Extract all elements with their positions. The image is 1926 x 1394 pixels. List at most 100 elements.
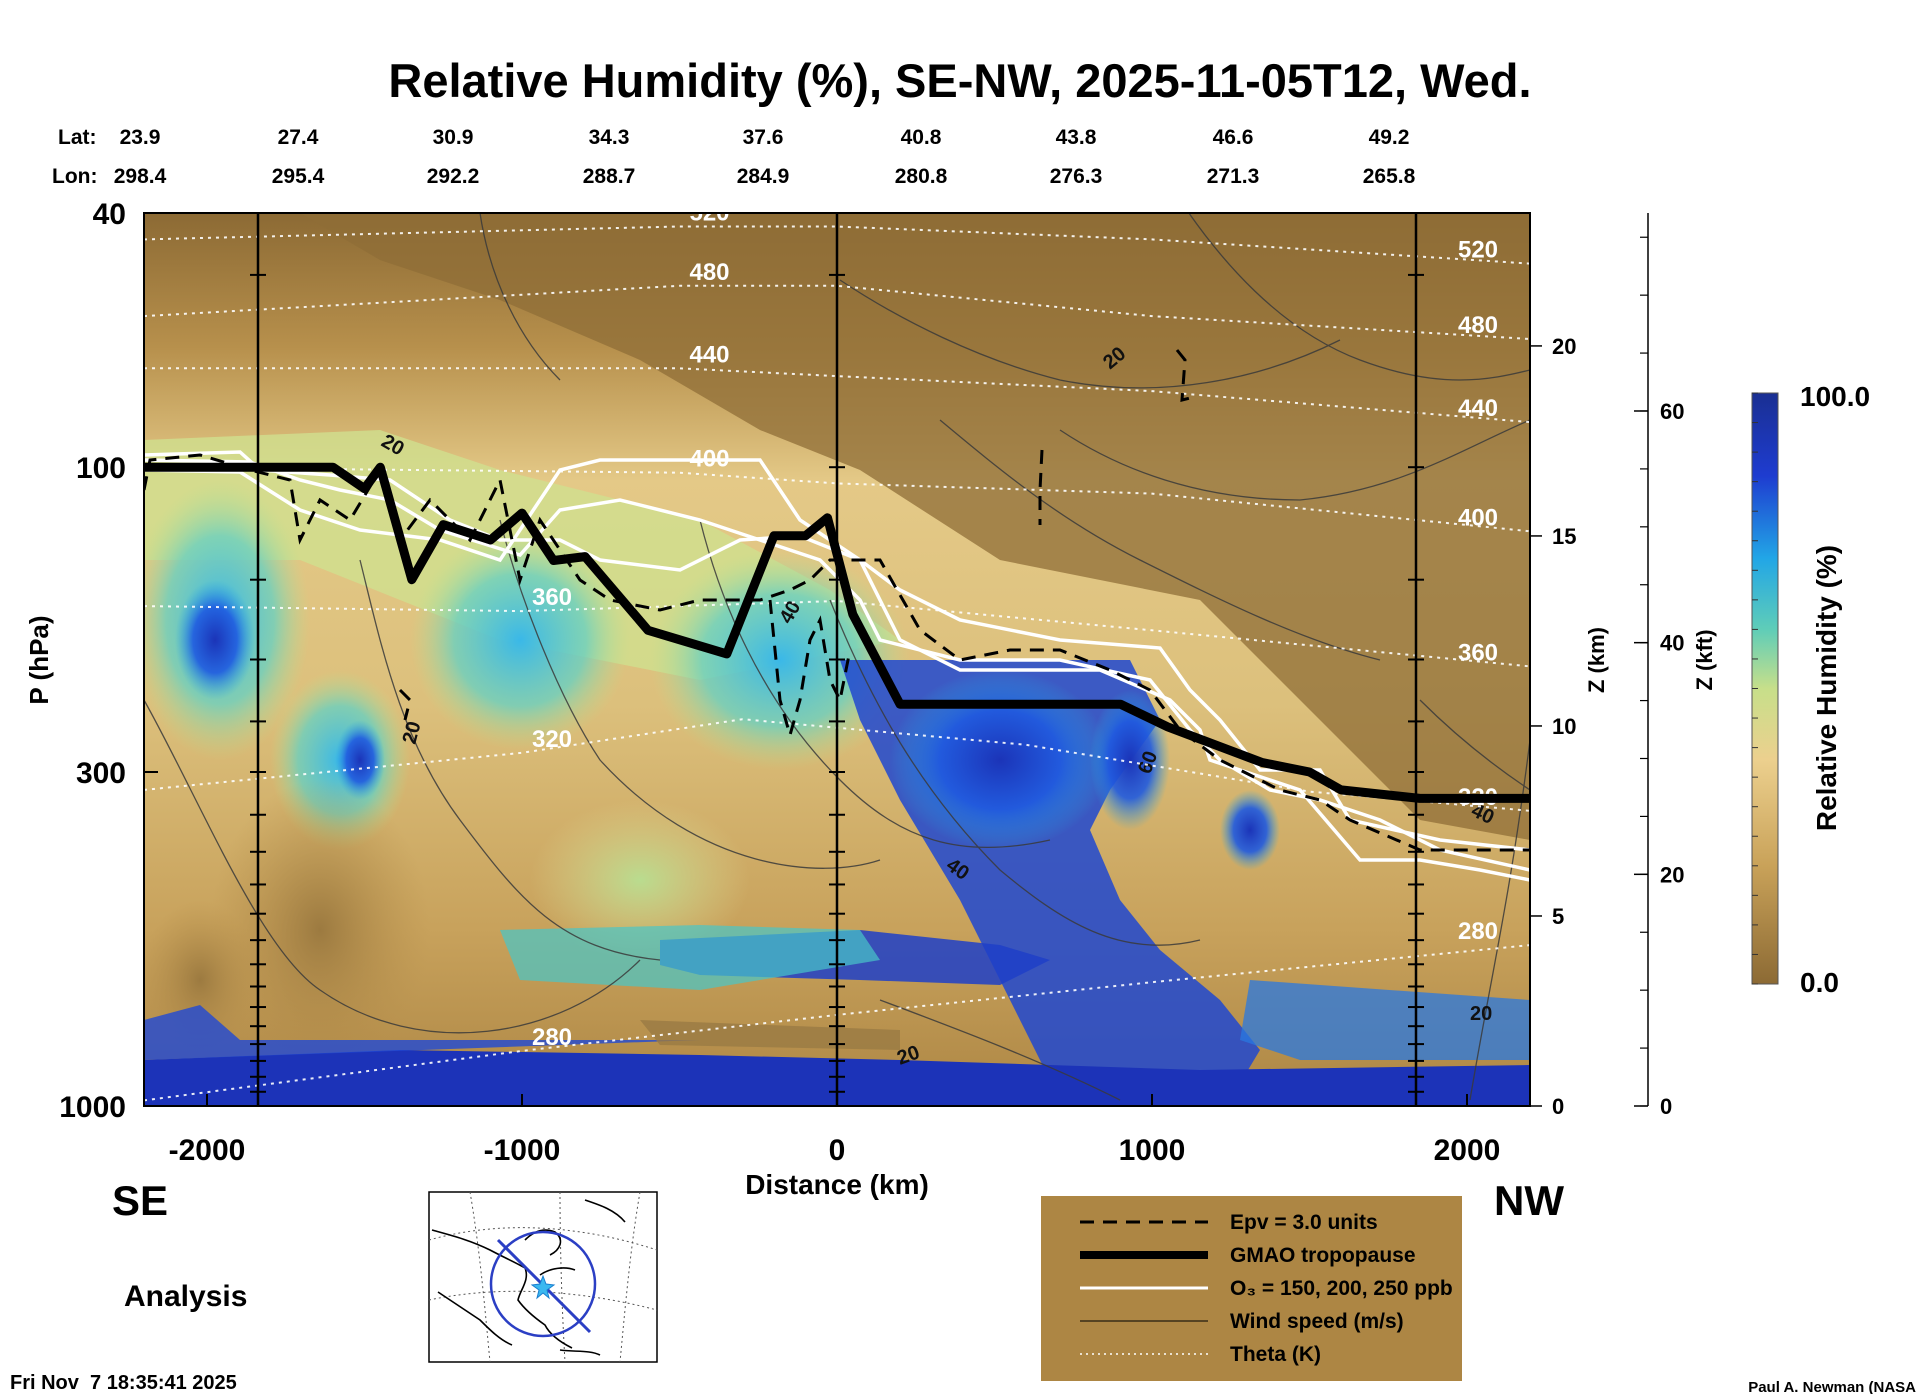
wind-contour [939, 419, 1381, 661]
dry-band-low [640, 1020, 900, 1050]
z-kft-tick-label: 0 [1660, 1094, 1672, 1119]
wind-contour [1188, 213, 1530, 381]
plot-area: 20 20 20 20 20 40 40 40 60 5205204804804… [144, 200, 1530, 1106]
chart-title: Relative Humidity (%), SE-NW, 2025-11-05… [388, 54, 1531, 107]
theta-contour-label: 480 [1458, 312, 1498, 339]
theta-contour [144, 284, 1530, 340]
z-kft-tick-label: 60 [1660, 399, 1684, 424]
graticule-line [469, 1191, 491, 1363]
wind-contour [1059, 419, 1530, 501]
dry-region-upper-right [300, 213, 1530, 840]
direction-nw: NW [1494, 1177, 1564, 1224]
x-tick-label: -1000 [484, 1134, 561, 1167]
z-kft-tick-label: 40 [1660, 631, 1684, 656]
x-axis: -2000 -1000 0 1000 2000 [169, 1094, 1501, 1167]
epv-contour [1175, 349, 1191, 402]
moist-blob [530, 800, 750, 960]
wind-contour [144, 699, 641, 1034]
z-km-axis: 0 5 10 15 20 [1530, 334, 1576, 1119]
moist-blob [1220, 790, 1280, 870]
lat-value: 49.2 [1369, 126, 1410, 149]
colorbar-label: Relative Humidity (%) [1811, 545, 1842, 831]
lat-value: 37.6 [743, 126, 784, 149]
legend-label: Epv = 3.0 units [1230, 1211, 1378, 1234]
z-kft-axis: 0 20 40 60 [1634, 213, 1684, 1119]
lat-value: 30.9 [433, 126, 474, 149]
z-kft-tick-label: 20 [1660, 862, 1684, 887]
legend: Epv = 3.0 units GMAO tropopause O₃ = 150, … [1080, 1211, 1453, 1366]
wind-contour-label: 20 [1470, 1003, 1492, 1025]
x-axis-label: Distance (km) [745, 1169, 929, 1200]
x-tick-label: 2000 [1434, 1134, 1501, 1167]
theta-contour-label: 480 [689, 259, 729, 286]
credit: Paul A. Newman (NASA [1748, 1379, 1916, 1394]
direction-se: SE [112, 1177, 168, 1224]
moist-band-right [1240, 980, 1530, 1060]
gmao-tropopause-line [144, 462, 1530, 803]
moist-blob [1090, 690, 1170, 830]
wind-contour [699, 519, 1051, 849]
z-km-tick-label: 20 [1552, 334, 1576, 359]
wind-contour [1419, 699, 1530, 791]
moist-blob [890, 670, 1110, 850]
legend-label: GMAO tropopause [1230, 1244, 1416, 1267]
z-km-tick-label: 0 [1552, 1094, 1564, 1119]
x-tick-label: 1000 [1119, 1134, 1186, 1167]
coastline [437, 1291, 513, 1346]
lon-label: Lon: [52, 165, 97, 188]
legend-label: O₃ = 150, 200, 250 ppb [1230, 1277, 1453, 1300]
analysis-label: Analysis [124, 1280, 247, 1313]
epv-contour [398, 688, 412, 721]
z-km-tick-label: 15 [1552, 524, 1576, 549]
lon-value: 284.9 [737, 165, 790, 188]
wind-contour [479, 213, 561, 381]
coastline [584, 1199, 626, 1223]
z-km-tick-label: 10 [1552, 714, 1576, 739]
theta-contour-label: 520 [1458, 237, 1498, 264]
wind-contour [839, 279, 1341, 389]
theta-contour-label: 520 [689, 200, 729, 227]
legend-label: Wind speed (m/s) [1230, 1310, 1404, 1333]
lon-value: 265.8 [1363, 165, 1416, 188]
colorbar-ticks [1752, 392, 1758, 985]
z-kft-axis-label: Z (kft) [1692, 629, 1717, 690]
moist-blob [650, 550, 910, 770]
theta-contour [144, 599, 1530, 668]
wind-contour [499, 519, 881, 869]
boundary-layer-moist-band [144, 1005, 700, 1060]
lat-value: 23.9 [120, 126, 161, 149]
lat-value: 34.3 [589, 126, 630, 149]
p-tick-label: 300 [76, 757, 126, 790]
graticule-line [428, 1227, 658, 1251]
theta-contour-label: 360 [532, 584, 572, 611]
moist-blob [335, 720, 385, 800]
theta-contour-label: 360 [1458, 639, 1498, 666]
z-km-tick-label: 5 [1552, 904, 1564, 929]
x-tick-label: -2000 [169, 1134, 246, 1167]
wind-contour [359, 559, 661, 961]
colorbar-min-label: 0.0 [1800, 967, 1839, 998]
reference-line-ticks [250, 273, 1424, 1093]
timestamp: Fri Nov 7 18:35:41 2025 [10, 1372, 237, 1394]
graticule-line [428, 1290, 658, 1311]
graticule-line [619, 1191, 641, 1363]
z-km-axis-label: Z (km) [1584, 627, 1609, 693]
lat-lon-header: 23.9 27.4 30.9 34.3 37.6 40.8 43.8 46.6 49.2 298.… [114, 126, 1416, 188]
moist-blob [410, 530, 630, 750]
ozone-contour-250 [144, 458, 1530, 882]
theta-contour [144, 718, 1530, 812]
coastline [539, 1267, 576, 1276]
colorbar-max-label: 100.0 [1800, 381, 1870, 412]
dry-blob [210, 780, 430, 1080]
p-tick-label: 1000 [59, 1091, 126, 1124]
lat-value: 46.6 [1213, 126, 1254, 149]
legend-label: Theta (K) [1230, 1343, 1321, 1366]
theta-contour-label: 280 [532, 1024, 572, 1051]
wind-contour [879, 999, 1121, 1101]
lat-label: Lat: [58, 126, 97, 149]
coastline [431, 1229, 573, 1349]
pressure-axis: 40 100 300 1000 [59, 198, 158, 1124]
lon-value: 295.4 [272, 165, 325, 188]
domain-circle [489, 1230, 597, 1338]
lat-value: 43.8 [1056, 126, 1097, 149]
